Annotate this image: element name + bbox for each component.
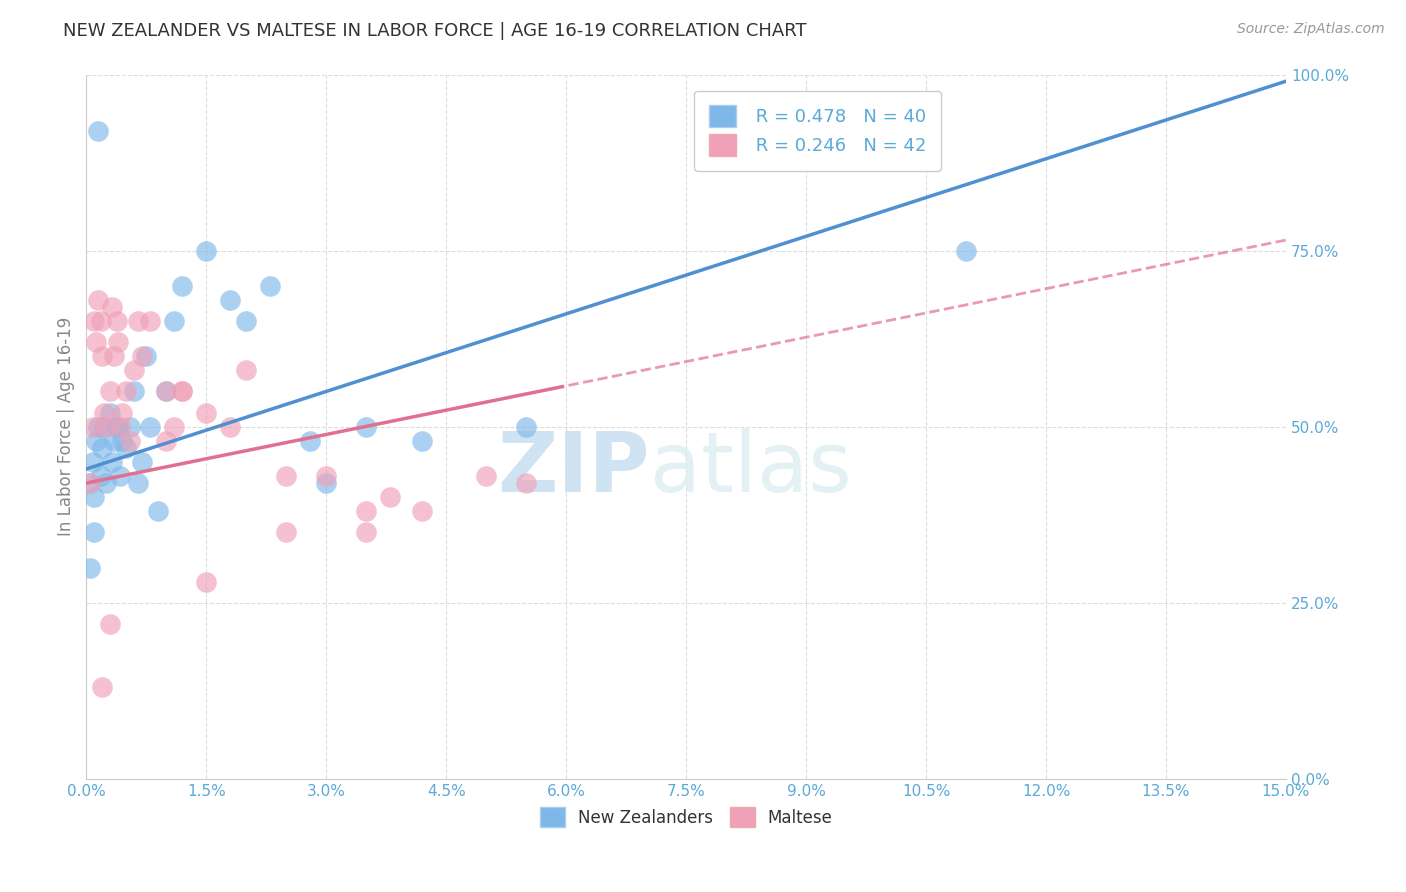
- Point: [90, 469, 112, 483]
- Point: [235, 314, 257, 328]
- Point: [315, 469, 337, 483]
- Point: [79, 560, 101, 574]
- Point: [120, 419, 142, 434]
- Point: [115, 441, 138, 455]
- Point: [155, 384, 177, 399]
- Point: [235, 363, 257, 377]
- Point: [98, 406, 121, 420]
- Point: [515, 419, 537, 434]
- Point: [115, 384, 138, 399]
- Point: [354, 525, 377, 540]
- Point: [108, 419, 131, 434]
- Point: [475, 469, 498, 483]
- Point: [101, 455, 124, 469]
- Point: [131, 455, 153, 469]
- Point: [135, 349, 157, 363]
- Point: [411, 504, 433, 518]
- Point: [83, 490, 105, 504]
- Point: [315, 476, 337, 491]
- Point: [79, 476, 101, 491]
- Point: [84, 335, 107, 350]
- Point: [83, 525, 105, 540]
- Point: [276, 525, 298, 540]
- Point: [276, 469, 298, 483]
- Point: [82, 455, 104, 469]
- Point: [83, 314, 105, 328]
- Point: [105, 314, 128, 328]
- Point: [105, 419, 128, 434]
- Point: [91, 349, 114, 363]
- Point: [195, 244, 218, 258]
- Point: [139, 314, 162, 328]
- Point: [120, 434, 142, 448]
- Text: ZIP: ZIP: [498, 428, 650, 509]
- Point: [87, 419, 110, 434]
- Point: [195, 406, 218, 420]
- Point: [411, 434, 433, 448]
- Point: [127, 476, 149, 491]
- Point: [103, 349, 125, 363]
- Point: [299, 434, 322, 448]
- Point: [84, 434, 107, 448]
- Point: [93, 406, 115, 420]
- Point: [163, 314, 186, 328]
- Point: [380, 490, 402, 504]
- Point: [91, 441, 114, 455]
- Y-axis label: In Labor Force | Age 16-19: In Labor Force | Age 16-19: [58, 317, 75, 536]
- Point: [124, 384, 146, 399]
- Text: NEW ZEALANDER VS MALTESE IN LABOR FORCE | AGE 16-19 CORRELATION CHART: NEW ZEALANDER VS MALTESE IN LABOR FORCE …: [63, 22, 807, 40]
- Point: [131, 349, 153, 363]
- Point: [172, 278, 194, 293]
- Text: atlas: atlas: [650, 428, 852, 509]
- Point: [107, 419, 129, 434]
- Point: [87, 293, 110, 307]
- Point: [148, 504, 170, 518]
- Point: [139, 419, 162, 434]
- Point: [98, 384, 121, 399]
- Point: [259, 278, 281, 293]
- Point: [195, 574, 218, 589]
- Point: [93, 419, 115, 434]
- Legend: New Zealanders, Maltese: New Zealanders, Maltese: [533, 800, 839, 834]
- Point: [101, 300, 124, 314]
- Point: [79, 476, 101, 491]
- Point: [155, 384, 177, 399]
- Point: [91, 681, 114, 695]
- Point: [955, 244, 977, 258]
- Point: [96, 419, 118, 434]
- Point: [96, 476, 118, 491]
- Text: Source: ZipAtlas.com: Source: ZipAtlas.com: [1237, 22, 1385, 37]
- Point: [103, 434, 125, 448]
- Point: [172, 384, 194, 399]
- Point: [111, 406, 134, 420]
- Point: [219, 419, 242, 434]
- Point: [127, 314, 149, 328]
- Point: [172, 384, 194, 399]
- Point: [87, 124, 110, 138]
- Point: [515, 476, 537, 491]
- Point: [108, 469, 131, 483]
- Point: [124, 363, 146, 377]
- Point: [163, 419, 186, 434]
- Point: [107, 335, 129, 350]
- Point: [354, 419, 377, 434]
- Point: [354, 504, 377, 518]
- Point: [90, 314, 112, 328]
- Point: [82, 419, 104, 434]
- Point: [219, 293, 242, 307]
- Point: [155, 434, 177, 448]
- Point: [111, 434, 134, 448]
- Point: [98, 616, 121, 631]
